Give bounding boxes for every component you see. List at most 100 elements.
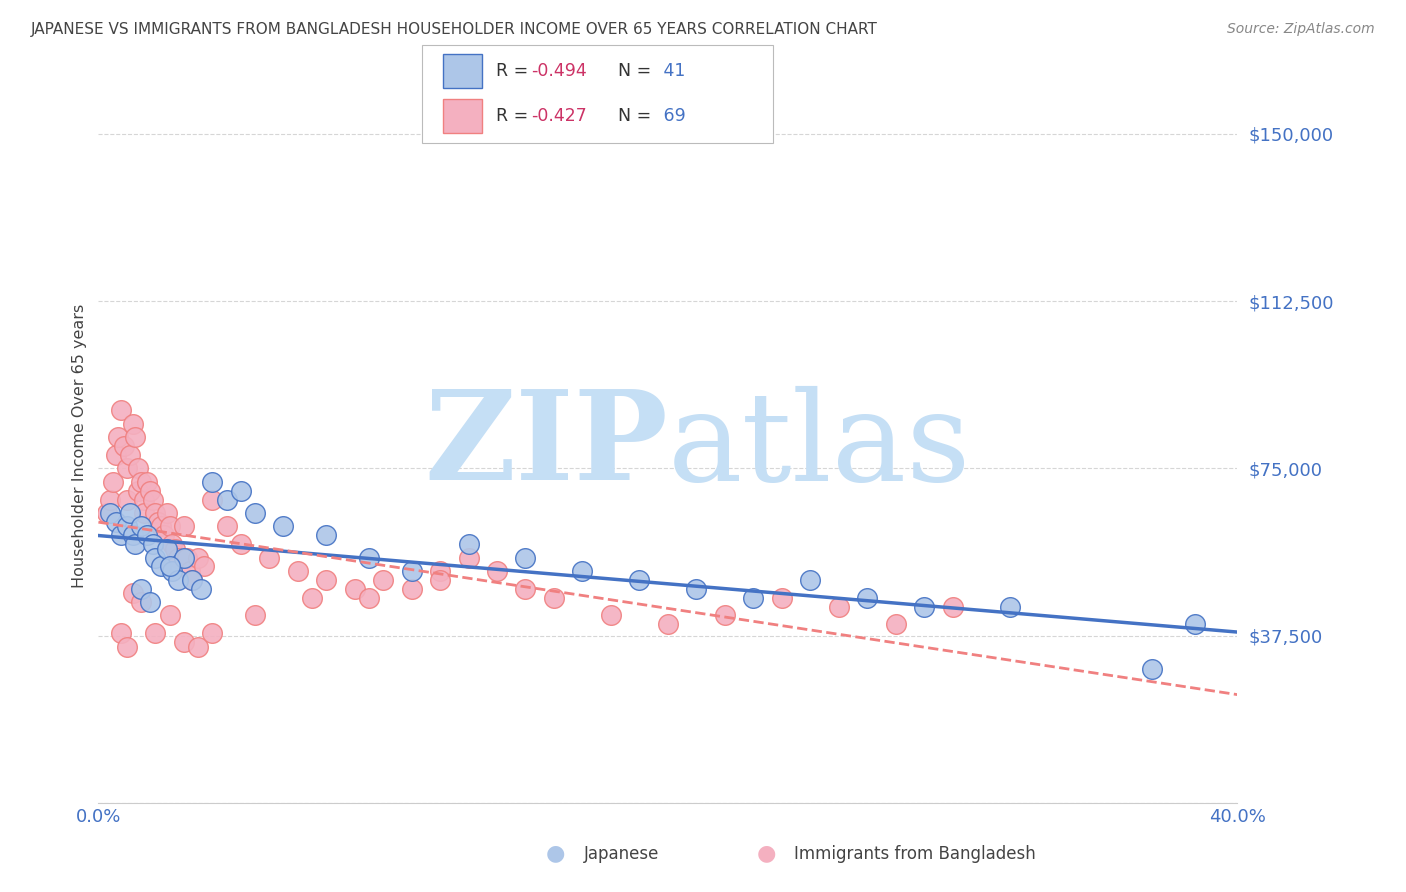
Text: JAPANESE VS IMMIGRANTS FROM BANGLADESH HOUSEHOLDER INCOME OVER 65 YEARS CORRELAT: JAPANESE VS IMMIGRANTS FROM BANGLADESH H… [31,22,877,37]
Point [201,475,224,489]
Point [201,626,224,640]
Point [173,635,195,649]
Point [96,506,118,520]
Point [343,582,366,596]
Text: Immigrants from Bangladesh: Immigrants from Bangladesh [794,845,1036,863]
Point [287,564,309,578]
Point [259,550,281,565]
Point [138,595,160,609]
Point [371,573,394,587]
Point [628,573,651,587]
Point [101,475,124,489]
Point [124,430,146,444]
Point [187,640,209,654]
Point [156,541,179,556]
Y-axis label: Householder Income Over 65 years: Householder Income Over 65 years [72,304,87,588]
Text: N =: N = [607,62,657,80]
Point [110,528,132,542]
Point [118,448,141,462]
Point [98,506,121,520]
Text: ZIP: ZIP [425,385,668,507]
Text: N =: N = [607,107,657,125]
Point [457,537,479,551]
Point [129,595,152,609]
Point [429,564,451,578]
Point [115,640,138,654]
Point [159,608,181,623]
Point [543,591,565,605]
Point [486,564,509,578]
Point [98,492,121,507]
Point [799,573,821,587]
Point [121,528,143,542]
Point [301,591,323,605]
Point [132,506,155,520]
Point [167,550,190,565]
Point [159,559,181,574]
Point [145,506,167,520]
Point [159,519,181,533]
Point [110,626,132,640]
Point [124,537,146,551]
Point [104,448,127,462]
Text: Japanese: Japanese [583,845,659,863]
Point [153,528,176,542]
Point [828,599,851,614]
Point [129,519,152,533]
Point [150,559,173,574]
Point [190,582,212,596]
Text: atlas: atlas [668,385,972,507]
Point [998,599,1021,614]
Point [357,550,380,565]
Point [129,475,152,489]
Point [315,528,337,542]
Point [127,461,149,475]
Text: -0.427: -0.427 [531,107,588,125]
Point [714,608,737,623]
Point [229,483,252,498]
Point [215,519,238,533]
Point [187,550,209,565]
Point [457,550,479,565]
Point [141,537,163,551]
Point [127,483,149,498]
Point [179,564,201,578]
Point [165,541,187,556]
Point [912,599,935,614]
Point [942,599,965,614]
Text: 69: 69 [658,107,686,125]
Point [429,573,451,587]
Point [141,492,163,507]
Point [132,492,155,507]
Point [229,537,252,551]
Point [181,573,204,587]
Point [145,626,167,640]
Point [515,582,537,596]
Point [150,519,173,533]
Text: 41: 41 [658,62,685,80]
Point [215,492,238,507]
Text: R =: R = [496,107,534,125]
Point [138,483,160,498]
Point [401,582,423,596]
Text: R =: R = [496,62,534,80]
Point [884,617,907,632]
Point [401,564,423,578]
Text: -0.494: -0.494 [531,62,588,80]
Point [173,550,195,565]
Point [201,492,224,507]
Point [173,519,195,533]
Point [162,537,184,551]
Point [770,591,793,605]
Point [115,492,138,507]
Text: ●: ● [756,844,776,863]
Point [115,519,138,533]
Point [657,617,679,632]
Point [118,506,141,520]
Text: Source: ZipAtlas.com: Source: ZipAtlas.com [1227,22,1375,37]
Point [115,461,138,475]
Point [145,550,167,565]
Point [121,586,143,600]
Point [856,591,879,605]
Point [135,528,157,542]
